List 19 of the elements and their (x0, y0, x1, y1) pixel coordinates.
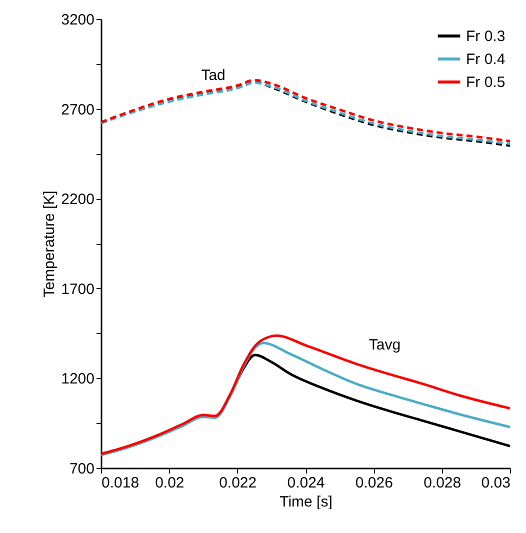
x-tick-label: 0.018 (102, 474, 140, 492)
legend-label: Fr 0.3 (466, 28, 506, 45)
x-tick-label: 0.022 (219, 474, 257, 492)
y-tick-label: 2200 (61, 191, 94, 208)
legend-label: Fr 0.5 (466, 74, 506, 91)
y-tick-label: 700 (69, 460, 94, 478)
x-tick-label: 0.026 (355, 474, 393, 492)
y-tick-label: 3200 (61, 12, 94, 28)
y-tick-label: 1700 (61, 280, 94, 298)
legend-label: Fr 0.4 (466, 51, 506, 68)
x-tick-label: 0.028 (424, 474, 462, 492)
y-tick-label: 1200 (61, 370, 94, 388)
y-axis-title: Temperature [K] (41, 190, 58, 298)
y-tick-label: 2700 (61, 101, 94, 118)
annotation: Tad (201, 67, 226, 84)
annotation: Tavg (368, 336, 401, 354)
x-tick-label: 0.03 (481, 474, 510, 492)
x-tick-label: 0.024 (287, 474, 325, 492)
x-tick-label: 0.02 (155, 474, 184, 492)
